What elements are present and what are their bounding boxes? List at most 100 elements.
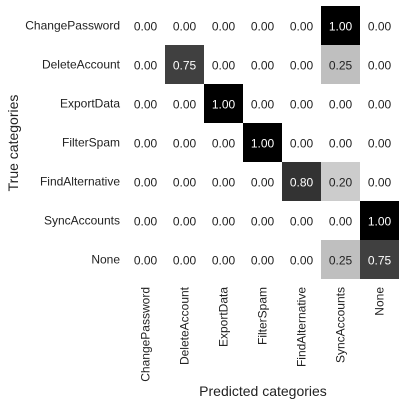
x-tick-label: None — [373, 287, 387, 316]
heatmap-cell — [165, 84, 204, 123]
cell-value-label: 0.00 — [173, 20, 197, 34]
heatmap-cell — [321, 84, 360, 123]
heatmap-cell — [204, 240, 243, 279]
y-tick-label: None — [91, 253, 120, 267]
heatmap-cell — [204, 84, 243, 123]
heatmap-cell — [126, 6, 165, 45]
cell-value-label: 0.25 — [329, 59, 353, 73]
cell-value-label: 0.00 — [368, 20, 392, 34]
cell-value-label: 0.00 — [368, 59, 392, 73]
cell-value-label: 0.00 — [251, 254, 275, 268]
cell-value-label: 0.00 — [212, 176, 236, 190]
x-tick-label: ChangePassword — [139, 287, 153, 382]
heatmap-cell — [282, 6, 321, 45]
heatmap-cell — [126, 84, 165, 123]
cell-value-label: 0.00 — [251, 59, 275, 73]
heatmap-cell — [126, 240, 165, 279]
cell-value-label: 0.00 — [251, 98, 275, 112]
heatmap-cell — [243, 84, 282, 123]
x-tick-label: DeleteAccount — [178, 286, 192, 365]
x-axis-label: Predicted categories — [199, 383, 327, 399]
heatmap-cell — [243, 123, 282, 162]
x-tick-label: ExportData — [217, 287, 231, 347]
y-tick-label: FilterSpam — [62, 136, 120, 150]
heatmap-cell — [282, 45, 321, 84]
cell-value-label: 0.00 — [173, 137, 197, 151]
cell-value-label: 0.00 — [368, 176, 392, 190]
cell-value-label: 0.00 — [173, 215, 197, 229]
cell-value-label: 0.00 — [368, 98, 392, 112]
heatmap-cell — [126, 201, 165, 240]
y-axis-label: True categories — [5, 95, 21, 192]
y-tick-label: SyncAccounts — [44, 214, 120, 228]
cell-value-label: 0.00 — [251, 215, 275, 229]
cell-value-label: 0.00 — [329, 137, 353, 151]
heatmap-cell — [243, 6, 282, 45]
cell-value-label: 0.00 — [368, 137, 392, 151]
y-tick-labels: ChangePassword DeleteAccount ExportData Fil… — [25, 19, 120, 267]
heatmap-cell — [321, 6, 360, 45]
heatmap-cell — [282, 123, 321, 162]
heatmap-cell — [243, 162, 282, 201]
cell-value-label: 1.00 — [329, 20, 353, 34]
x-tick-label: FindAlternative — [295, 287, 309, 367]
cell-value-label: 0.20 — [329, 176, 353, 190]
heatmap-cell — [321, 123, 360, 162]
heatmap-cell — [126, 123, 165, 162]
y-tick-label: ChangePassword — [25, 19, 120, 33]
heatmap-cell — [165, 240, 204, 279]
heatmap-cell — [282, 162, 321, 201]
cell-value-label: 0.00 — [251, 20, 275, 34]
heatmap-cell — [360, 240, 399, 279]
cell-value-label: 0.00 — [134, 176, 158, 190]
cell-value-label: 0.00 — [134, 254, 158, 268]
cell-value-label: 0.80 — [290, 176, 314, 190]
heatmap-cell — [204, 162, 243, 201]
heatmap-cell — [204, 201, 243, 240]
cell-value-label: 0.00 — [173, 254, 197, 268]
heatmap-cell — [165, 45, 204, 84]
cell-value-label: 0.00 — [173, 98, 197, 112]
cell-value-label: 1.00 — [251, 137, 275, 151]
y-tick-label: FindAlternative — [40, 175, 120, 189]
heatmap-cell — [282, 240, 321, 279]
heatmap-cell — [165, 201, 204, 240]
cell-value-label: 0.00 — [329, 215, 353, 229]
cell-value-label: 0.00 — [212, 59, 236, 73]
cell-value-label: 0.00 — [290, 215, 314, 229]
cell-value-label: 0.00 — [290, 137, 314, 151]
cell-value-label: 0.00 — [134, 98, 158, 112]
heatmap-cell — [243, 240, 282, 279]
heatmap-cell — [204, 45, 243, 84]
cell-value-label: 1.00 — [368, 215, 392, 229]
cell-value-label: 0.00 — [329, 98, 353, 112]
cell-value-label: 0.00 — [134, 59, 158, 73]
x-tick-label: FilterSpam — [256, 287, 270, 345]
cell-value-label: 0.00 — [173, 176, 197, 190]
heatmap-cell — [126, 162, 165, 201]
cell-value-label: 0.00 — [212, 254, 236, 268]
x-tick-labels: ChangePassword DeleteAccount ExportData Fil… — [139, 286, 387, 381]
heatmap-cell — [321, 201, 360, 240]
cell-value-label: 0.00 — [212, 20, 236, 34]
heatmap-cell — [204, 6, 243, 45]
heatmap-cell — [243, 201, 282, 240]
heatmap-cell — [360, 84, 399, 123]
cell-value-label: 0.75 — [173, 59, 197, 73]
heatmap-cell — [165, 123, 204, 162]
heatmap-cell — [204, 123, 243, 162]
cell-value-label: 1.00 — [212, 98, 236, 112]
cell-value-label: 0.00 — [290, 20, 314, 34]
cell-value-label: 0.00 — [290, 254, 314, 268]
cell-value-label: 0.00 — [134, 137, 158, 151]
cell-value-label: 0.00 — [290, 98, 314, 112]
x-tick-label: SyncAccounts — [334, 287, 348, 363]
heatmap-cell — [321, 240, 360, 279]
cell-value-label: 0.00 — [134, 20, 158, 34]
cell-value-label: 0.00 — [212, 215, 236, 229]
heatmap-cell — [165, 162, 204, 201]
cell-value-label: 0.25 — [329, 254, 353, 268]
cell-value-label: 0.00 — [290, 59, 314, 73]
cell-value-label: 0.00 — [134, 215, 158, 229]
